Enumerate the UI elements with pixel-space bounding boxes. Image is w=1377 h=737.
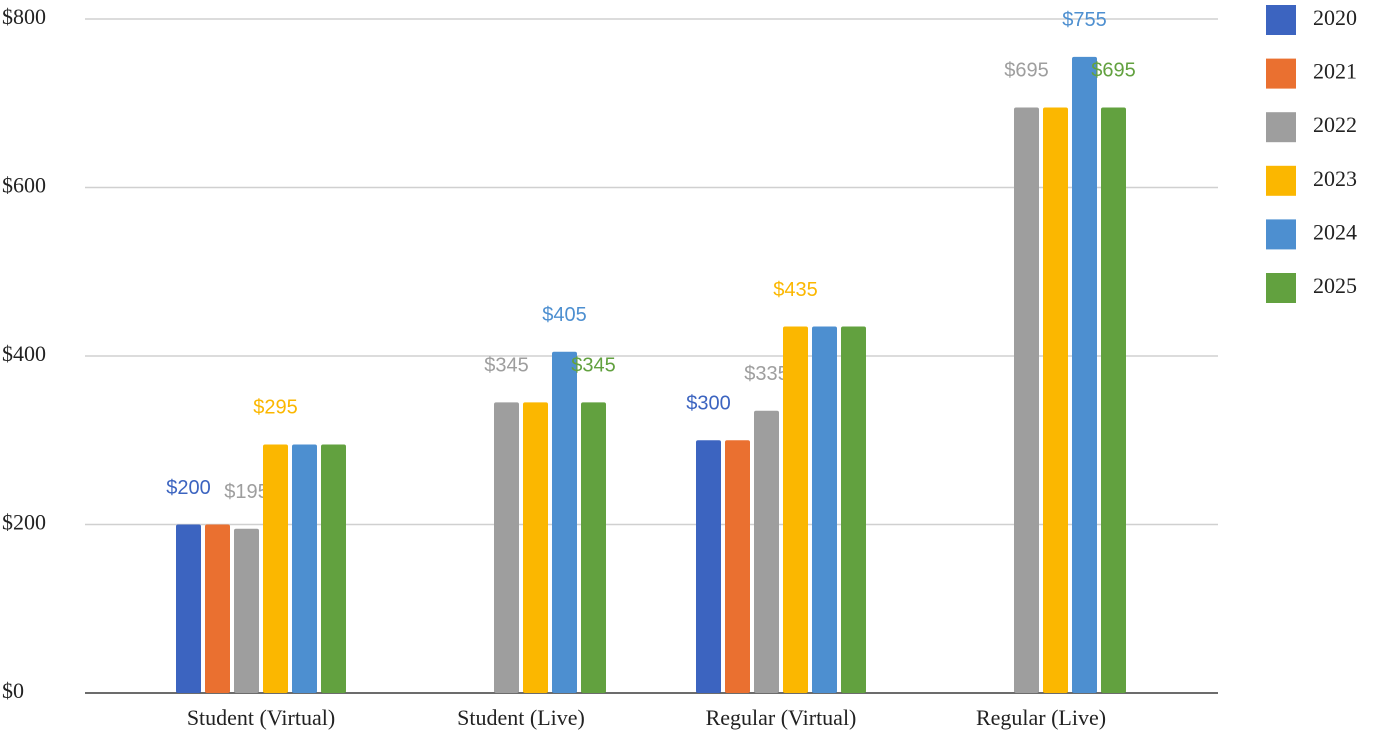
bar xyxy=(552,351,577,693)
y-tick-label: $200 xyxy=(2,510,46,535)
bar xyxy=(725,440,750,693)
legend-label: 2024 xyxy=(1313,219,1357,244)
legend-label: 2023 xyxy=(1313,166,1357,191)
legend-label: 2025 xyxy=(1313,273,1357,298)
x-tick-label: Regular (Virtual) xyxy=(706,705,857,730)
data-label: $295 xyxy=(253,397,298,419)
bar xyxy=(1101,107,1126,693)
bar xyxy=(841,326,866,693)
legend-label: 2021 xyxy=(1313,59,1357,84)
data-label: $335 xyxy=(744,363,789,385)
bar xyxy=(263,444,288,693)
legend-swatch xyxy=(1266,219,1296,250)
y-tick-label: $400 xyxy=(2,341,46,366)
y-tick-label: $800 xyxy=(2,4,46,29)
bar xyxy=(176,524,201,693)
x-tick-label: Regular (Live) xyxy=(976,705,1106,730)
bar xyxy=(321,444,346,693)
legend-label: 2022 xyxy=(1313,112,1357,137)
data-label: $695 xyxy=(1091,60,1136,82)
legend-label: 2020 xyxy=(1313,5,1357,30)
bar xyxy=(1072,56,1097,694)
y-tick-label: $600 xyxy=(2,173,46,198)
data-label: $345 xyxy=(484,355,529,377)
data-label: $195 xyxy=(224,481,269,503)
data-label: $405 xyxy=(542,304,587,326)
x-tick-label: Student (Live) xyxy=(457,705,585,730)
bar xyxy=(754,410,779,693)
legend-swatch xyxy=(1266,273,1296,303)
bar xyxy=(494,402,519,693)
bar xyxy=(812,326,837,693)
bar xyxy=(292,444,317,693)
bar xyxy=(234,528,259,693)
data-label: $435 xyxy=(773,279,818,301)
data-label: $755 xyxy=(1062,9,1107,31)
bar xyxy=(581,402,606,693)
bar xyxy=(205,524,230,693)
legend-swatch xyxy=(1266,165,1296,196)
legend-swatch xyxy=(1266,112,1296,143)
bar xyxy=(1014,107,1039,693)
bar xyxy=(1043,107,1068,693)
bar xyxy=(696,440,721,693)
data-label: $695 xyxy=(1004,60,1049,82)
data-label: $345 xyxy=(571,355,616,377)
legend-swatch xyxy=(1266,5,1296,35)
y-tick-label: $0 xyxy=(2,678,24,703)
bar xyxy=(783,326,808,693)
x-tick-label: Student (Virtual) xyxy=(187,705,335,730)
data-label: $200 xyxy=(166,477,211,499)
data-label: $300 xyxy=(686,393,731,415)
legend-swatch xyxy=(1266,58,1296,89)
bar xyxy=(523,402,548,693)
